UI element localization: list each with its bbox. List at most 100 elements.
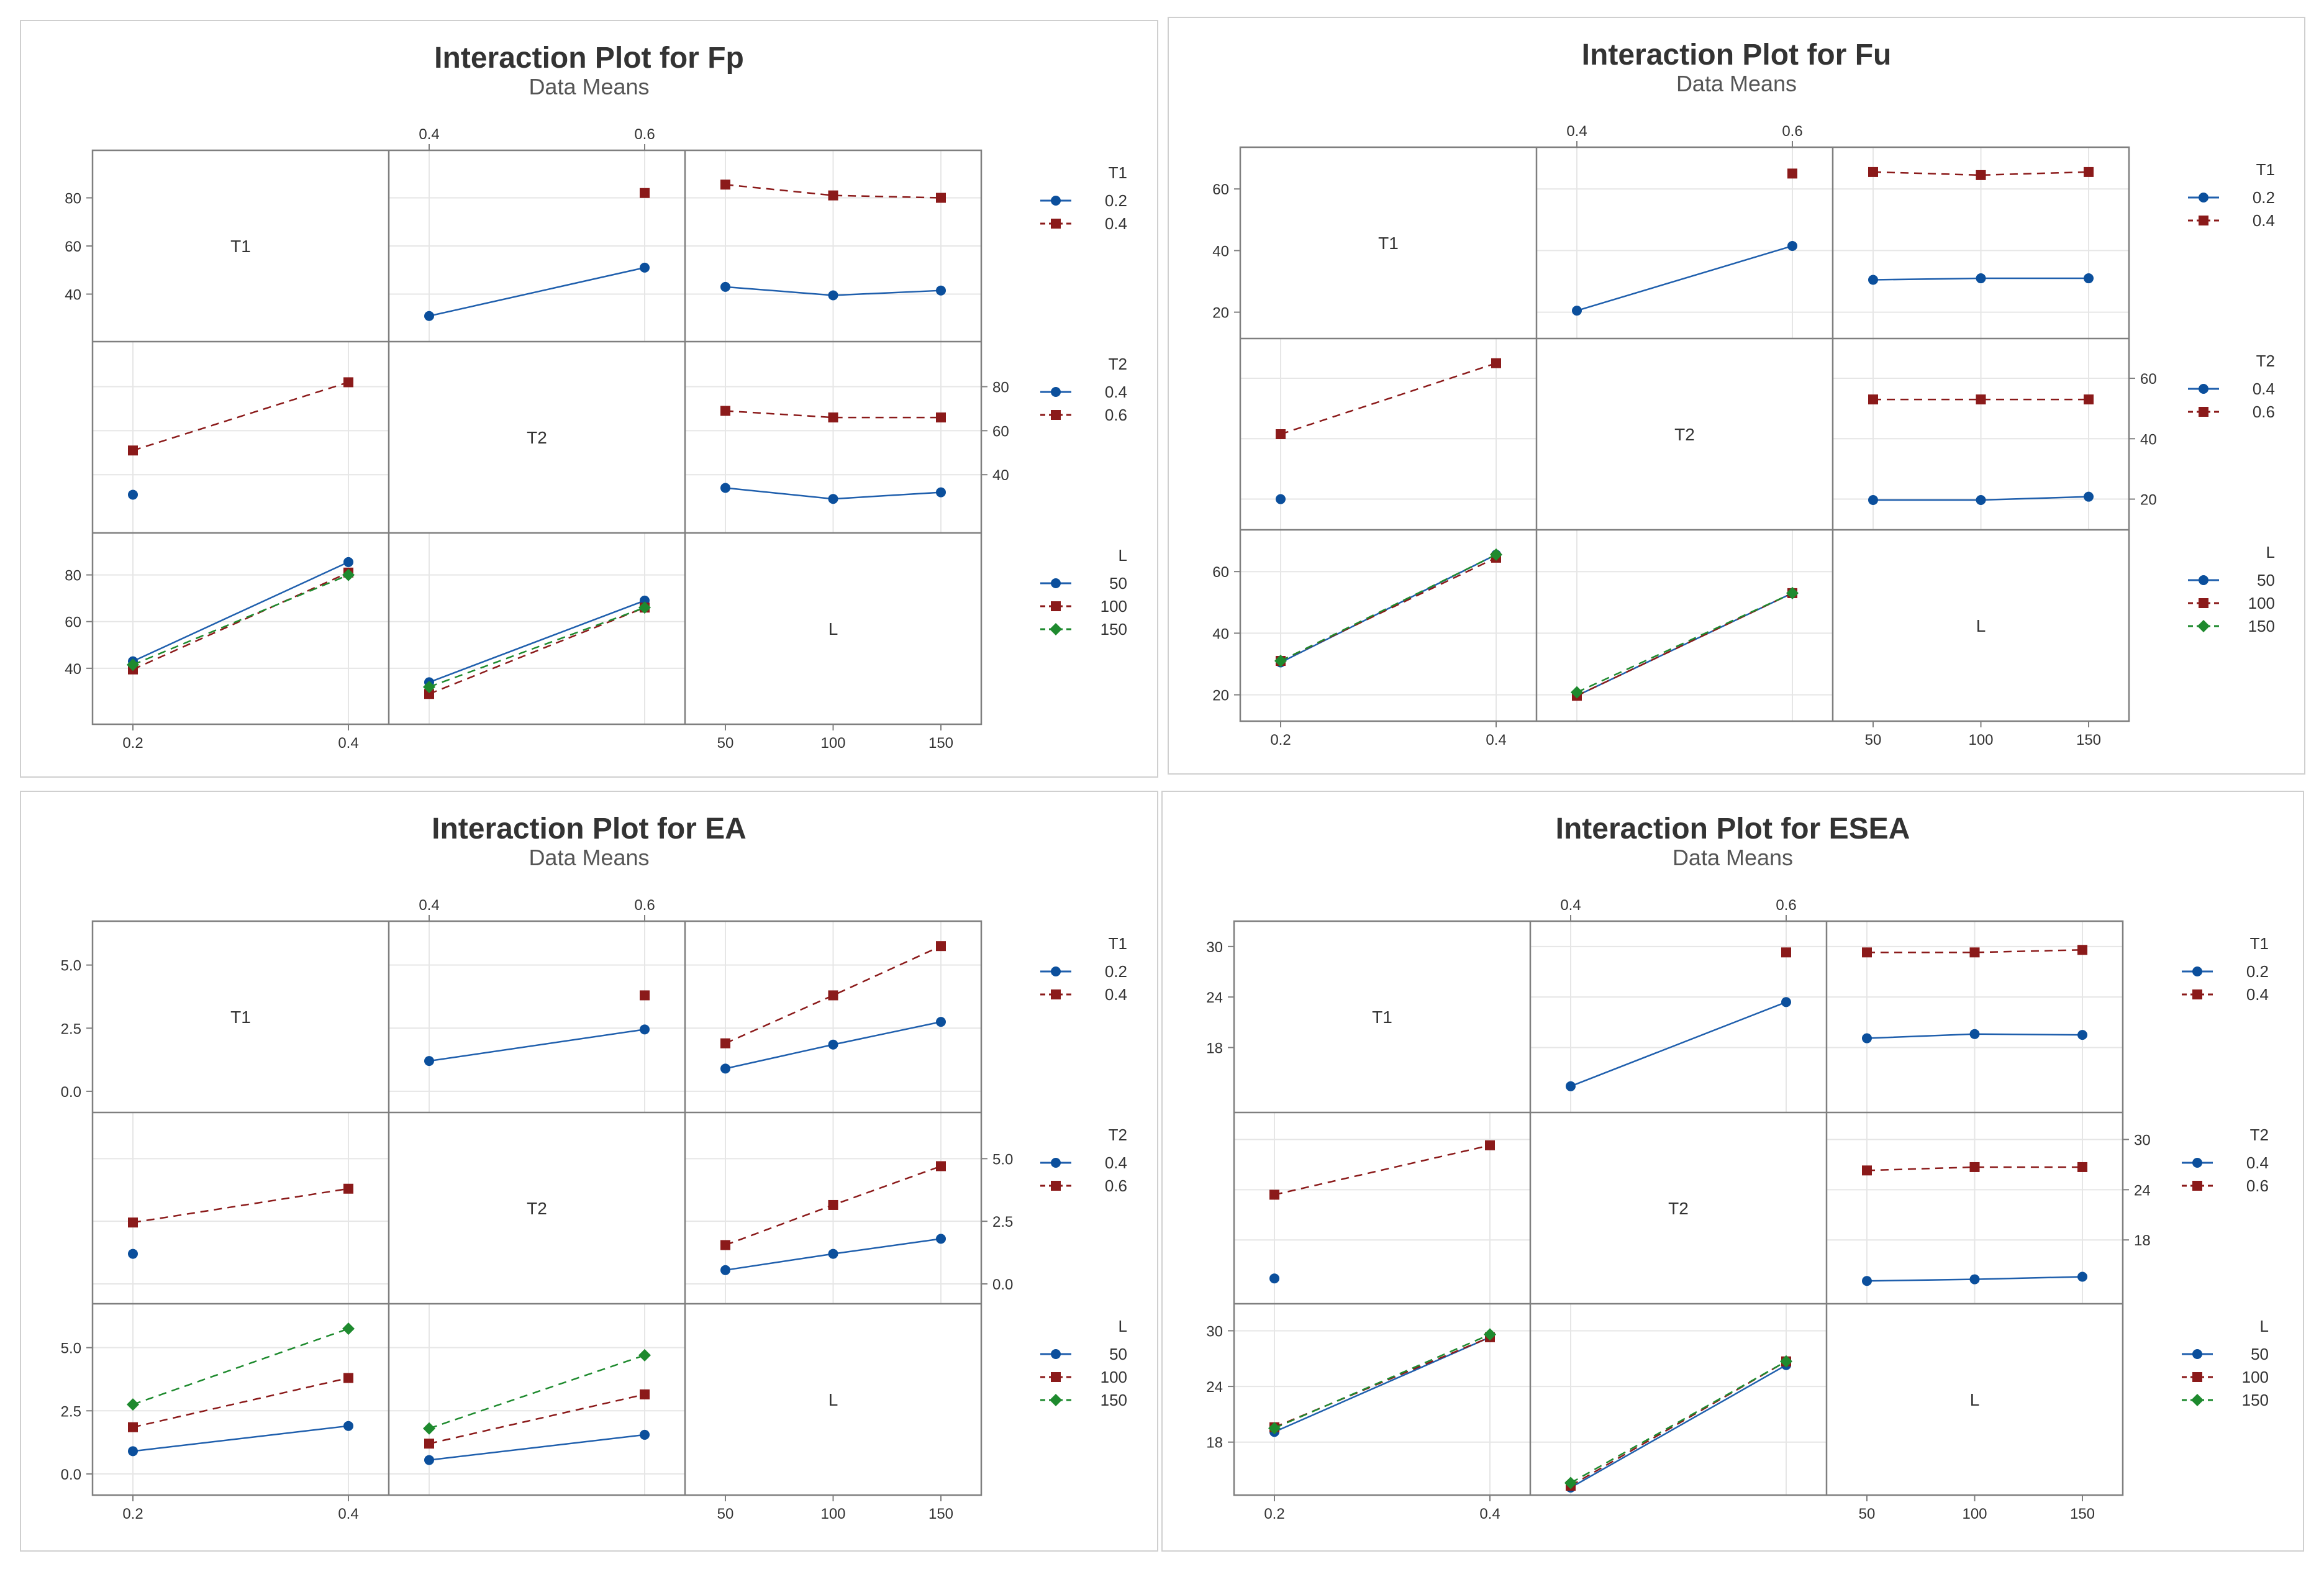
legend-entry-fp: 150 bbox=[1101, 620, 1127, 639]
data-point-fu bbox=[2084, 166, 2094, 177]
data-point-ea bbox=[638, 1348, 651, 1362]
x-tick-label-ea: 100 bbox=[820, 1506, 845, 1522]
data-point-fp bbox=[343, 557, 353, 567]
y-tick-label-ea: 5.0 bbox=[61, 958, 81, 975]
data-point-ea bbox=[720, 1265, 730, 1275]
matrix-frame-ea bbox=[91, 920, 983, 1496]
legend-marker-fu bbox=[2197, 620, 2210, 632]
data-point-ea bbox=[343, 1183, 353, 1194]
legend-entry-fu: 0.4 bbox=[2253, 211, 2275, 230]
data-point-fp bbox=[127, 658, 139, 671]
legend-entry-esea: 0.4 bbox=[2246, 1153, 2269, 1172]
data-point-fu bbox=[1868, 495, 1878, 506]
y-tick-label-esea: 30 bbox=[2134, 1132, 2151, 1148]
y-tick-label-fp: 60 bbox=[65, 239, 81, 255]
legend-title-ea: L bbox=[1119, 1317, 1127, 1335]
legend-entry-fp: 50 bbox=[1109, 574, 1127, 593]
factor-label-fp: T2 bbox=[527, 428, 547, 447]
data-point-fp bbox=[720, 406, 730, 416]
legend-entry-esea: 150 bbox=[2242, 1391, 2269, 1409]
data-point-ea bbox=[128, 1217, 138, 1228]
legend-title-esea: T1 bbox=[2250, 934, 2269, 953]
series-line-ea bbox=[132, 1188, 349, 1224]
factor-label-ea: T2 bbox=[527, 1199, 547, 1218]
data-point-ea bbox=[720, 1038, 730, 1048]
y-tick-label-ea: 5.0 bbox=[992, 1151, 1013, 1168]
series-line-fu bbox=[1576, 592, 1793, 693]
legend-title-esea: L bbox=[2260, 1317, 2269, 1335]
data-point-ea bbox=[128, 1446, 138, 1457]
y-tick-label-ea: 2.5 bbox=[61, 1403, 81, 1420]
y-tick-label-ea: 0.0 bbox=[992, 1276, 1013, 1293]
legend-entry-ea: 50 bbox=[1109, 1345, 1127, 1363]
data-point-fp bbox=[640, 188, 650, 198]
data-point-fu bbox=[1276, 494, 1286, 504]
x-tick-label-ea: 0.4 bbox=[338, 1506, 358, 1522]
series-line-fu bbox=[1872, 171, 2089, 176]
data-point-ea bbox=[342, 1322, 355, 1335]
x-tick-label-ea: 0.2 bbox=[122, 1506, 143, 1522]
data-point-ea bbox=[424, 1056, 434, 1066]
data-point-ea bbox=[343, 1421, 353, 1431]
legend-marker-esea bbox=[2192, 1181, 2202, 1191]
data-point-fu bbox=[1572, 306, 1582, 316]
data-point-ea bbox=[128, 1422, 138, 1432]
legend-title-fu: T1 bbox=[2256, 160, 2275, 179]
y-tick-label-fu: 20 bbox=[1212, 305, 1229, 322]
data-point-esea bbox=[1485, 1140, 1495, 1150]
x-tick-label-ea: 150 bbox=[928, 1506, 953, 1522]
legend-entry-esea: 50 bbox=[2251, 1345, 2269, 1363]
data-point-ea bbox=[640, 1429, 650, 1440]
y-tick-label-fp: 80 bbox=[65, 191, 81, 207]
data-point-fu bbox=[2084, 491, 2094, 502]
legend-marker-esea bbox=[2192, 989, 2202, 999]
x-tick-label-fu: 50 bbox=[1865, 732, 1882, 748]
legend-marker-fu bbox=[2199, 193, 2208, 202]
matrix-frame-fp bbox=[91, 149, 983, 725]
x-tick-label-esea: 150 bbox=[2070, 1506, 2095, 1522]
y-tick-label-esea: 30 bbox=[1206, 939, 1223, 956]
series-line-esea bbox=[1274, 1336, 1491, 1428]
series-line-fu bbox=[1576, 592, 1793, 697]
legend-marker-fp bbox=[1051, 196, 1061, 206]
y-tick-label-fu: 40 bbox=[1212, 243, 1229, 260]
series-line-ea bbox=[725, 945, 942, 1044]
data-point-ea bbox=[936, 1161, 946, 1171]
data-point-ea bbox=[127, 1398, 139, 1411]
legend-entry-ea: 150 bbox=[1101, 1391, 1127, 1409]
data-point-ea bbox=[828, 990, 838, 1001]
legend-marker-ea bbox=[1051, 1181, 1061, 1191]
legend-entry-fp: 0.6 bbox=[1105, 406, 1127, 424]
data-point-fu bbox=[1976, 495, 1986, 506]
chart-subtitle-ea: Data Means bbox=[529, 845, 649, 870]
y-tick-label-fu: 60 bbox=[1212, 181, 1229, 198]
matrix-frame-esea bbox=[1233, 920, 2124, 1496]
data-point-esea bbox=[1780, 1355, 1792, 1368]
factor-label-esea: T2 bbox=[1668, 1199, 1689, 1218]
x-tick-label-ea: 0.6 bbox=[634, 897, 655, 914]
chart-subtitle-esea: Data Means bbox=[1673, 845, 1793, 870]
x-tick-label-esea: 0.6 bbox=[1776, 897, 1796, 914]
x-tick-label-fp: 0.4 bbox=[419, 126, 439, 143]
y-tick-label-fp: 80 bbox=[65, 568, 81, 584]
legend-marker-fp bbox=[1051, 219, 1061, 229]
legend-marker-fu bbox=[2199, 575, 2208, 585]
data-point-ea bbox=[343, 1373, 353, 1383]
data-point-fu bbox=[1976, 394, 1986, 405]
data-point-ea bbox=[936, 1234, 946, 1244]
factor-label-fp: T1 bbox=[230, 237, 251, 256]
data-point-fp bbox=[343, 377, 353, 388]
data-point-esea bbox=[1969, 1029, 1980, 1039]
data-point-fp bbox=[828, 412, 838, 423]
data-point-fp bbox=[828, 190, 838, 201]
data-point-esea bbox=[1969, 1162, 1980, 1172]
factor-label-fu: T1 bbox=[1378, 234, 1399, 253]
y-tick-label-fp: 60 bbox=[65, 614, 81, 631]
x-tick-label-esea: 50 bbox=[1859, 1506, 1876, 1522]
y-tick-label-fp: 80 bbox=[992, 380, 1009, 396]
legend-marker-fp bbox=[1051, 578, 1061, 588]
data-point-fp bbox=[424, 311, 434, 321]
chart-title-esea: Interaction Plot for ESEA bbox=[1556, 812, 1910, 845]
y-tick-label-esea: 24 bbox=[2134, 1182, 2151, 1199]
